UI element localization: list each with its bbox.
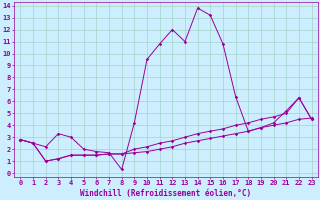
X-axis label: Windchill (Refroidissement éolien,°C): Windchill (Refroidissement éolien,°C) — [80, 189, 252, 198]
